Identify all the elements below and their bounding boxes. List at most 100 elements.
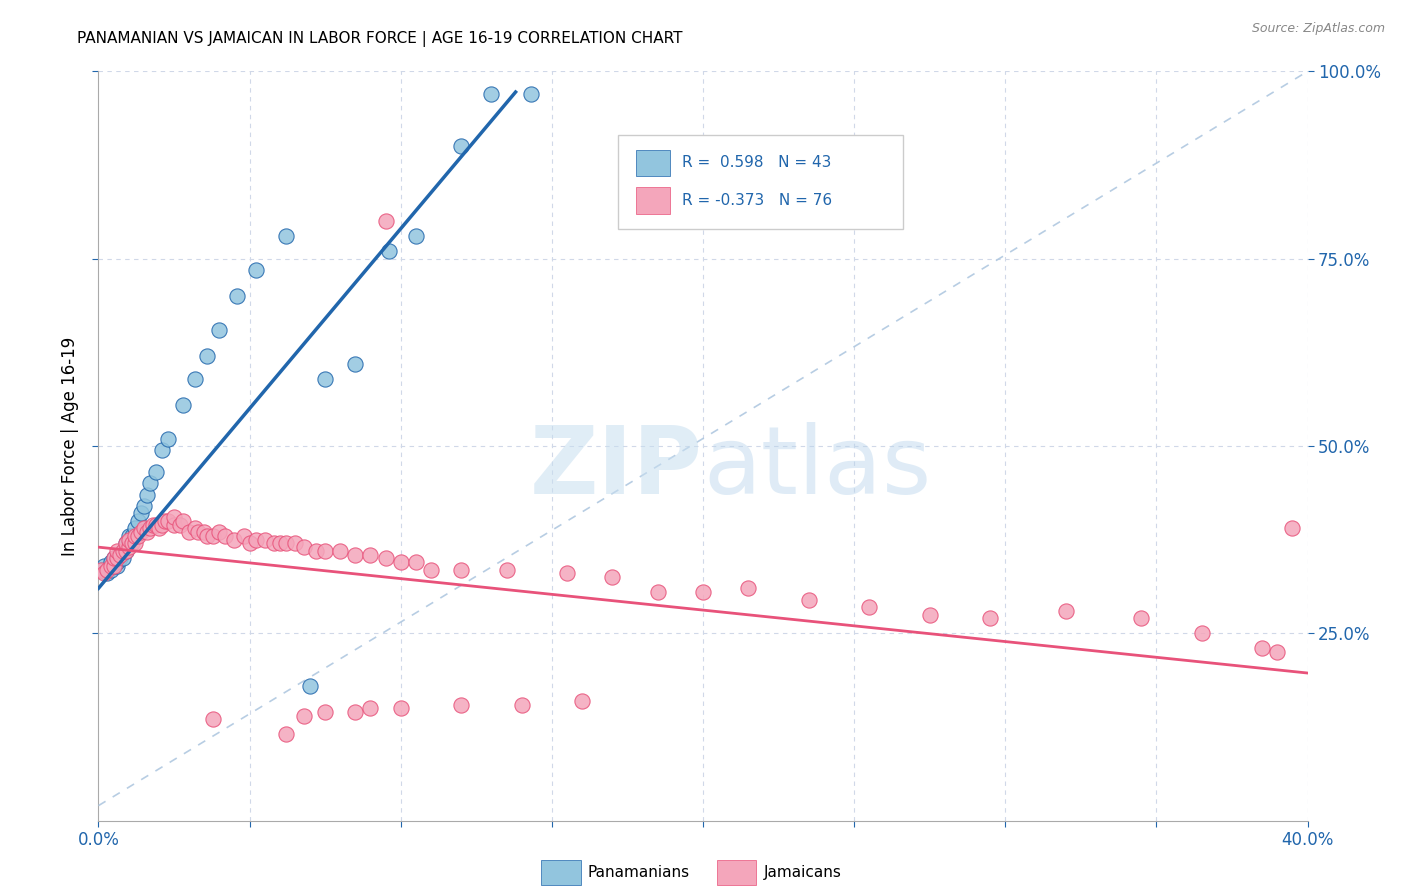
Point (127, 514, 149, 528)
Point (93, 563, 115, 577)
Point (187, 525, 209, 540)
Point (647, 585, 669, 599)
Point (208, 525, 231, 540)
Point (124, 536, 146, 550)
Point (208, 323, 231, 337)
Point (127, 529, 149, 543)
Point (105, 555, 128, 569)
Point (1251, 641, 1274, 656)
Point (103, 558, 125, 573)
Point (510, 698, 533, 712)
Point (100, 555, 122, 569)
Point (202, 713, 225, 727)
Point (132, 521, 155, 535)
Point (253, 533, 276, 547)
Point (111, 544, 134, 558)
Point (314, 371, 336, 385)
Point (150, 517, 173, 532)
Point (163, 510, 186, 524)
Point (150, 442, 173, 457)
Point (344, 548, 367, 562)
Point (555, 566, 578, 581)
Point (202, 529, 225, 543)
Point (374, 551, 396, 566)
Text: R =  0.598   N = 43: R = 0.598 N = 43 (682, 155, 832, 170)
Point (299, 679, 322, 693)
Point (292, 708, 315, 723)
Point (100, 558, 122, 573)
Point (114, 544, 136, 558)
Point (329, 544, 352, 558)
Point (519, 87, 541, 101)
Point (129, 525, 152, 540)
Text: R = -0.373   N = 76: R = -0.373 N = 76 (682, 193, 832, 208)
Point (263, 536, 285, 550)
Point (214, 529, 236, 543)
Point (226, 289, 249, 303)
Point (450, 563, 472, 577)
Point (142, 517, 165, 532)
Text: Jamaicans: Jamaicans (763, 865, 841, 880)
Point (124, 521, 146, 535)
Text: Source: ZipAtlas.com: Source: ZipAtlas.com (1251, 22, 1385, 36)
Text: atlas: atlas (703, 423, 931, 515)
Point (360, 548, 382, 562)
Text: PANAMANIAN VS JAMAICAN IN LABOR FORCE | AGE 16-19 CORRELATION CHART: PANAMANIAN VS JAMAICAN IN LABOR FORCE | … (77, 31, 683, 47)
Point (96, 566, 118, 581)
Point (108, 548, 131, 562)
Point (114, 544, 136, 558)
Point (103, 551, 125, 566)
Point (100, 563, 122, 577)
Bar (637, 150, 671, 177)
Point (450, 698, 472, 712)
Point (405, 555, 427, 569)
Point (918, 607, 941, 622)
Point (103, 551, 125, 566)
Point (111, 551, 134, 566)
Point (274, 536, 297, 550)
Point (360, 701, 382, 715)
Point (1281, 521, 1303, 535)
Point (135, 488, 157, 502)
Point (737, 582, 759, 596)
Point (274, 727, 297, 741)
Point (93, 566, 115, 581)
Point (245, 533, 267, 547)
Point (96, 563, 118, 577)
Point (195, 529, 218, 543)
Point (450, 139, 472, 153)
Point (195, 349, 218, 363)
Point (90, 563, 112, 577)
Point (602, 570, 624, 584)
Point (145, 517, 167, 532)
Point (979, 611, 1001, 625)
Point (481, 87, 503, 101)
Point (420, 563, 443, 577)
Point (184, 371, 207, 385)
Point (193, 525, 215, 540)
Point (114, 536, 136, 550)
Point (269, 536, 291, 550)
Point (132, 499, 155, 513)
Point (114, 536, 136, 550)
Text: ZIP: ZIP (530, 423, 703, 515)
Point (571, 694, 593, 708)
Point (139, 476, 162, 491)
Point (156, 432, 179, 446)
Point (139, 521, 162, 535)
Point (239, 536, 262, 550)
Point (344, 357, 367, 371)
Point (111, 544, 134, 558)
Point (314, 544, 336, 558)
Point (124, 529, 146, 543)
Point (129, 507, 152, 521)
Point (344, 705, 367, 719)
FancyBboxPatch shape (619, 135, 903, 228)
Point (389, 555, 412, 569)
Point (377, 244, 399, 259)
Point (1054, 604, 1077, 618)
Point (274, 229, 297, 244)
Point (93, 558, 115, 573)
Point (1130, 611, 1153, 625)
Point (389, 701, 412, 715)
